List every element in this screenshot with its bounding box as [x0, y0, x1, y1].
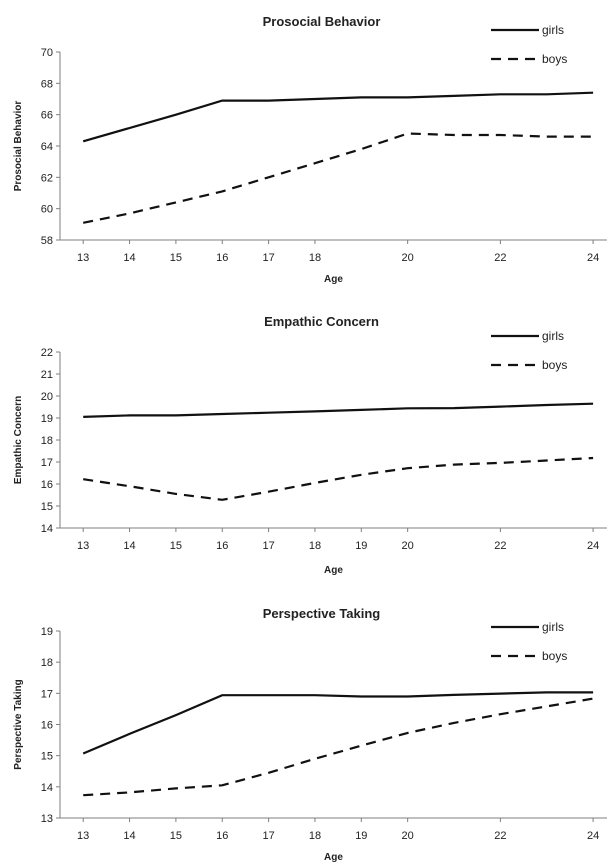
chart-title: Perspective Taking: [263, 606, 381, 621]
series-line-boys: [82, 132, 594, 224]
y-tick-label: 68: [41, 78, 53, 90]
x-tick-label: 13: [77, 830, 89, 842]
y-tick-label: 15: [41, 501, 53, 513]
x-tick-label: 24: [587, 830, 599, 842]
y-tick-label: 18: [41, 435, 53, 447]
y-tick-label: 16: [41, 479, 53, 491]
x-tick-label: 15: [170, 830, 182, 842]
x-tick-label: 24: [587, 540, 599, 552]
x-axis-label: Age: [324, 565, 343, 576]
x-tick-label: 17: [262, 540, 274, 552]
y-tick-label: 13: [41, 813, 53, 825]
x-axis-label: Age: [324, 852, 343, 863]
legend-label-boys: boys: [542, 358, 567, 372]
series-line-girls: [83, 402, 594, 418]
series-line-girls: [82, 691, 594, 755]
x-tick-label: 24: [587, 252, 599, 264]
x-tick-label: 18: [309, 830, 321, 842]
x-tick-label: 22: [494, 540, 506, 552]
series-line-boys: [83, 697, 594, 797]
x-tick-label: 19: [355, 830, 367, 842]
y-axis-label: Perspective Taking: [13, 679, 24, 769]
y-tick-label: 66: [41, 110, 53, 122]
x-tick-label: 18: [309, 252, 321, 264]
x-tick-label: 20: [402, 830, 414, 842]
legend-label-girls: girls: [542, 620, 564, 634]
chart-title: Prosocial Behavior: [263, 14, 381, 29]
y-tick-label: 58: [41, 235, 53, 247]
y-tick-label: 20: [41, 391, 53, 403]
x-tick-label: 15: [170, 540, 182, 552]
y-tick-label: 19: [41, 413, 53, 425]
y-tick-label: 22: [41, 347, 53, 359]
x-tick-label: 14: [123, 830, 135, 842]
x-tick-label: 20: [402, 540, 414, 552]
y-tick-label: 62: [41, 172, 53, 184]
legend-label-boys: boys: [542, 52, 567, 66]
chart-title: Empathic Concern: [264, 314, 379, 329]
x-tick-label: 16: [216, 252, 228, 264]
series-line-boys: [83, 456, 594, 501]
x-tick-label: 17: [262, 252, 274, 264]
y-tick-label: 19: [41, 626, 53, 638]
y-tick-label: 17: [41, 457, 53, 469]
x-tick-label: 13: [77, 252, 89, 264]
x-axis-label: Age: [324, 274, 343, 285]
x-tick-label: 22: [494, 252, 506, 264]
legend-label-boys: boys: [542, 649, 567, 663]
x-tick-label: 13: [77, 540, 89, 552]
y-axis-label: Prosocial Behavior: [13, 101, 24, 192]
y-tick-label: 21: [41, 369, 53, 381]
x-tick-label: 17: [262, 830, 274, 842]
x-tick-label: 16: [216, 830, 228, 842]
y-axis-label: Empathic Concern: [13, 396, 24, 484]
y-tick-label: 15: [41, 751, 53, 763]
x-tick-label: 14: [123, 252, 135, 264]
y-tick-label: 17: [41, 688, 53, 700]
chart-panel-2: Empathic Concern 14 15 16 17 18 19 20 21 22 13 14 15…: [13, 314, 607, 576]
y-tick-label: 64: [41, 141, 53, 153]
x-tick-label: 18: [309, 540, 321, 552]
x-tick-label: 14: [123, 540, 135, 552]
chart-panel-3: Perspective Taking 13 14 15 16 17 18 19 13 14 15 16…: [13, 606, 607, 863]
series-line-girls: [82, 91, 594, 143]
y-tick-label: 14: [41, 523, 53, 535]
x-tick-label: 20: [402, 252, 414, 264]
y-tick-label: 18: [41, 657, 53, 669]
y-tick-label: 70: [41, 47, 53, 59]
y-tick-label: 16: [41, 720, 53, 732]
legend-label-girls: girls: [542, 329, 564, 343]
y-tick-label: 14: [41, 782, 53, 794]
chart-panel-1: Prosocial Behavior 58 60 62 64 66 68 70 13 14 15 16…: [13, 14, 607, 285]
y-tick-label: 60: [41, 204, 53, 216]
legend-label-girls: girls: [542, 23, 564, 37]
x-tick-label: 22: [494, 830, 506, 842]
x-tick-label: 15: [170, 252, 182, 264]
x-tick-label: 19: [355, 540, 367, 552]
x-tick-label: 16: [216, 540, 228, 552]
